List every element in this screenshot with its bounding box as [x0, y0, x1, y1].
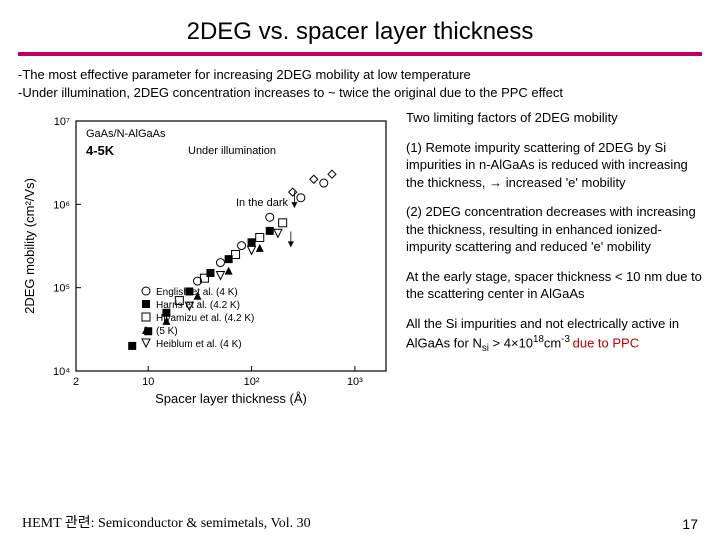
title-underline: [18, 52, 702, 56]
svg-text:10⁵: 10⁵: [53, 283, 70, 295]
svg-text:GaAs/N-AlGaAs: GaAs/N-AlGaAs: [86, 128, 166, 140]
summary-bullets: -The most effective parameter for increa…: [0, 66, 720, 109]
svg-text:English et al. (4 K): English et al. (4 K): [156, 287, 238, 298]
svg-text:10³: 10³: [347, 376, 363, 388]
p4-sub: si: [482, 342, 489, 353]
svg-text:4-5K: 4-5K: [86, 143, 115, 158]
svg-text:2DEG mobility (cm²/Vs): 2DEG mobility (cm²/Vs): [22, 178, 37, 314]
p1-lead: (1): [406, 140, 426, 155]
p4-red: due to PPC: [573, 335, 640, 350]
annot-in-dark: In the dark: [236, 197, 288, 209]
p4-mid: > 4×10: [489, 335, 533, 350]
p4-unitexp: -3: [561, 334, 572, 345]
p2-body: 2DEG concentration decreases with increa…: [406, 204, 696, 254]
early-stage-note: At the early stage, spacer thickness < 1…: [406, 268, 702, 303]
mobility-chart: 2 10 10² 10³ 10⁴ 10⁵ 10⁶ 10⁷ Spacer layer thickn…: [18, 109, 398, 409]
svg-text:10²: 10²: [244, 376, 260, 388]
p2-lead: (2): [406, 204, 426, 219]
footer: HEMT 관련: Semiconductor & semimetals, Vol…: [0, 512, 720, 540]
si-impurity-note: All the Si impurities and not electrical…: [406, 315, 702, 355]
p4-sup: 18: [533, 334, 544, 345]
svg-text:10⁷: 10⁷: [54, 116, 70, 128]
svg-text:10⁴: 10⁴: [53, 366, 70, 378]
limiting-heading: Two limiting factors of 2DEG mobility: [406, 109, 702, 127]
svg-text:Harris et al. (4.2 K): Harris et al. (4.2 K): [156, 300, 240, 311]
point-1: (1) Remote impurity scattering of 2DEG b…: [406, 139, 702, 192]
p1-body: Remote impurity scattering of 2DEG by Si…: [406, 140, 688, 190]
point-2: (2) 2DEG concentration decreases with in…: [406, 203, 702, 256]
svg-text:Heiblum et al. (4 K): Heiblum et al. (4 K): [156, 339, 242, 350]
svg-text:Spacer layer thickness (Å): Spacer layer thickness (Å): [155, 391, 307, 406]
page-title: 2DEG vs. spacer layer thickness: [0, 0, 720, 52]
svg-text:Hiyamizu et al. (4.2 K): Hiyamizu et al. (4.2 K): [156, 313, 254, 324]
annot-under-illum: Under illumination: [188, 145, 276, 157]
bullet-2: -Under illumination, 2DEG concentration …: [18, 84, 702, 102]
svg-text:10: 10: [142, 376, 154, 388]
p4-unit: cm: [544, 335, 561, 350]
svg-text:2: 2: [73, 376, 79, 388]
explanation-column: Two limiting factors of 2DEG mobility (1…: [398, 109, 702, 409]
page-number: 17: [682, 516, 698, 532]
svg-text:(5 K): (5 K): [156, 326, 178, 337]
bullet-1: -The most effective parameter for increa…: [18, 66, 702, 84]
footer-citation: HEMT 관련: Semiconductor & semimetals, Vol…: [22, 512, 311, 532]
svg-text:10⁶: 10⁶: [53, 199, 70, 211]
